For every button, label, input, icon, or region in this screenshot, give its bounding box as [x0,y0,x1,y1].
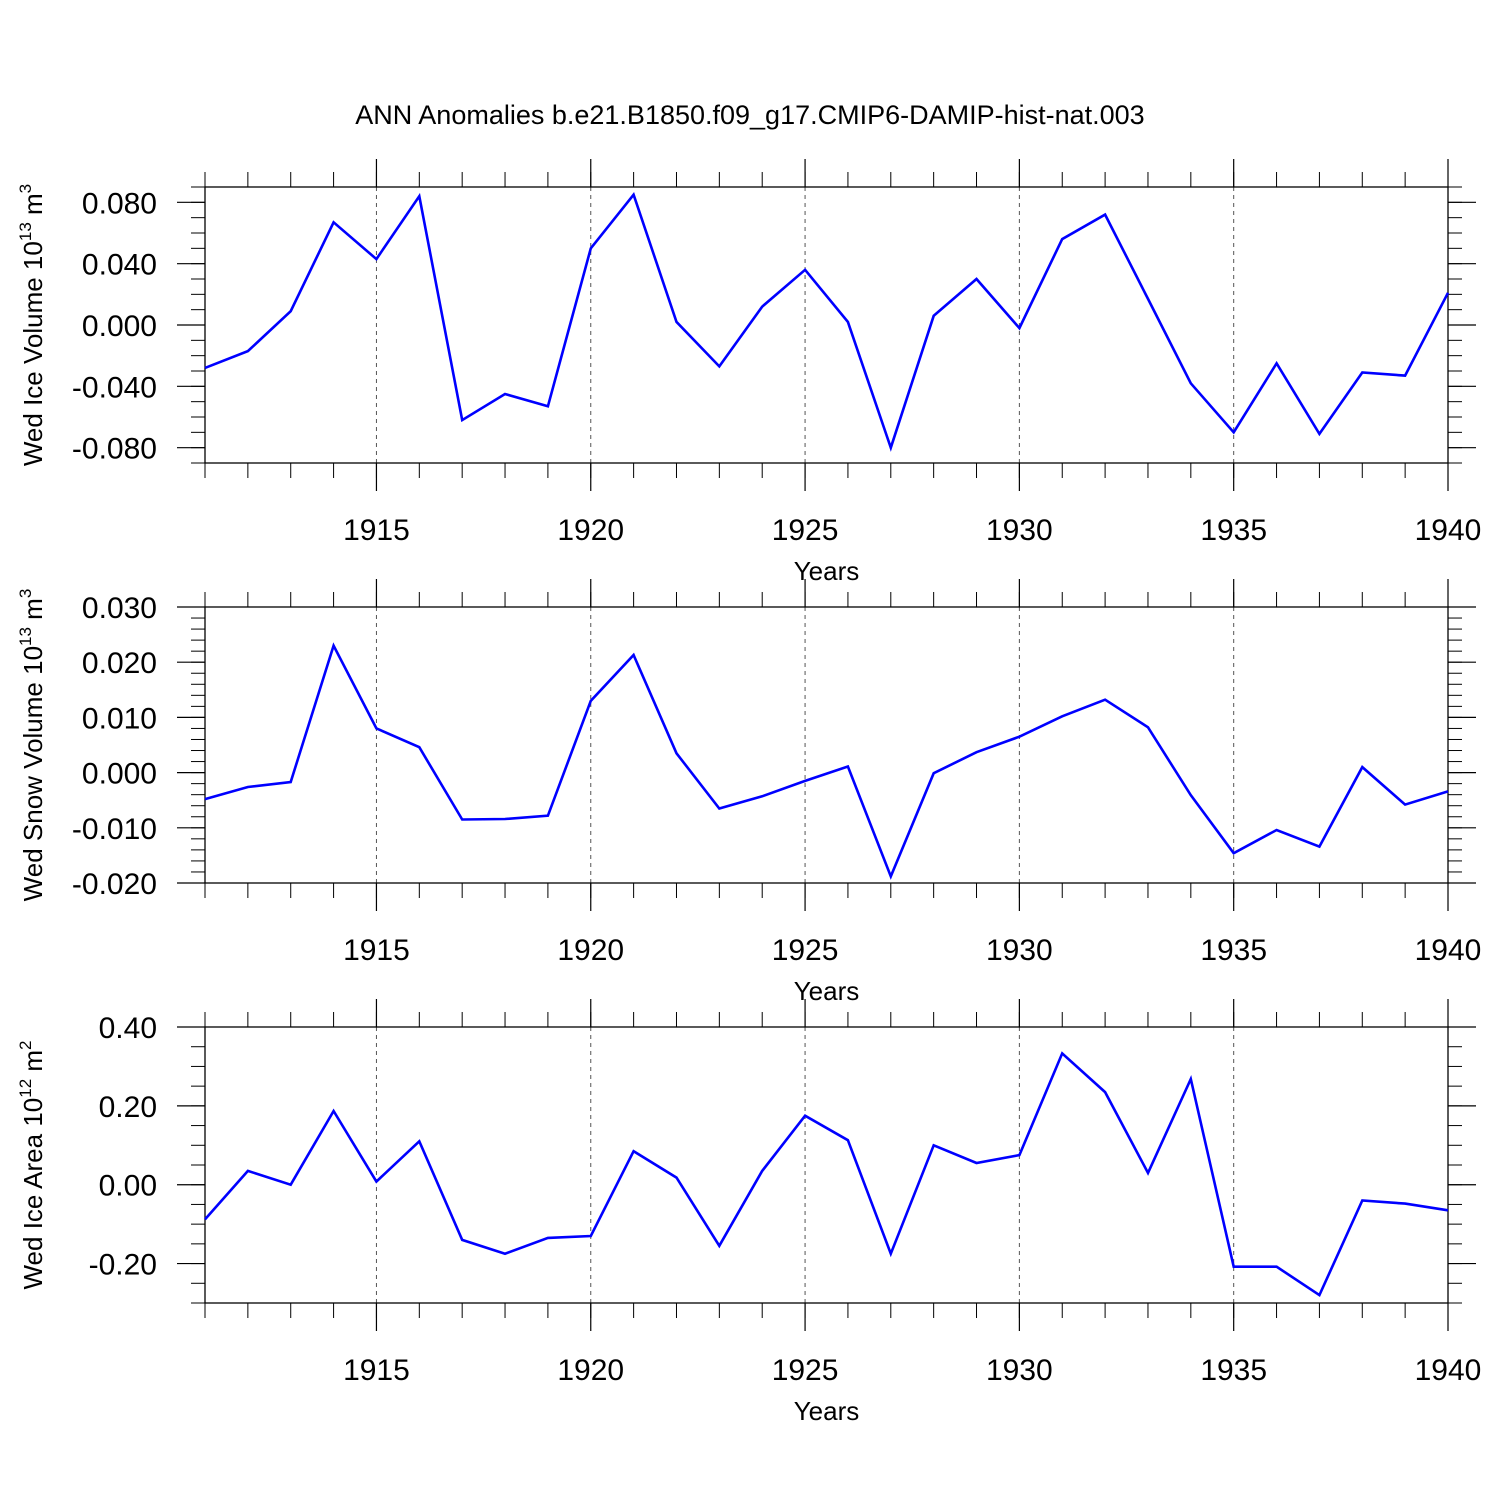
y-tick-label: -0.020 [72,868,157,901]
panel-2: -0.020 -0.010 0.000 0.010 0.020 0.030 1915 1920… [16,579,1481,1006]
y-tick-label: 0.00 [99,1170,157,1203]
y-tick-label: 0.000 [82,310,157,343]
data-line [204,642,1449,880]
x-tick-label: 1915 [343,514,410,547]
y-tick-label: 0.030 [82,592,157,625]
y-tick-label: -0.040 [72,371,157,404]
x-tick-label: 1940 [1415,934,1482,967]
data-line [204,192,1450,452]
x-tick-label: 1935 [1200,514,1267,547]
y-tick-label: 0.040 [82,249,157,282]
y-tick-label: 0.40 [99,1012,157,1045]
x-tick-label: 1940 [1415,514,1482,547]
panel-1: -0.080 -0.040 0.000 0.040 0.080 1915 1920 1925 1… [16,159,1481,586]
figure-title: ANN Anomalies b.e21.B1850.f09_g17.CMIP6-… [355,100,1144,130]
y-tick-label: -0.20 [89,1249,157,1282]
y-axis-label: Wed Snow Volume 1013 m3 [16,589,48,902]
x-tick-label: 1935 [1200,934,1267,967]
plot-frame [204,606,1449,884]
y-axis-label: Wed Ice Volume 1013 m3 [16,184,48,466]
y-tick-label: 0.20 [99,1091,157,1124]
y-tick-label: 0.020 [82,647,157,680]
y-tick-label: 0.080 [82,187,157,220]
x-axis-label: Years [794,1396,860,1426]
y-tick-label: -0.080 [72,433,157,466]
x-tick-label: 1920 [557,1354,624,1387]
x-tick-label: 1930 [986,514,1053,547]
y-tick-label: 0.010 [82,702,157,735]
x-tick-label: 1915 [343,934,410,967]
y-tick-label: -0.010 [72,813,157,846]
x-tick-label: 1930 [986,934,1053,967]
x-tick-label: 1925 [772,1354,839,1387]
x-tick-label: 1920 [557,514,624,547]
panel-3: -0.20 0.00 0.20 0.40 1915 1920 1925 1930 1935 194… [16,999,1481,1426]
data-line [204,1051,1449,1298]
panels: -0.080 -0.040 0.000 0.040 0.080 1915 1920 1925 1… [16,159,1481,1426]
x-axis-label: Years [794,556,860,586]
x-tick-label: 1915 [343,1354,410,1387]
x-tick-label: 1930 [986,1354,1053,1387]
x-tick-label: 1925 [772,934,839,967]
x-axis-label: Years [794,976,860,1006]
x-tick-label: 1925 [772,514,839,547]
x-tick-label: 1935 [1200,1354,1267,1387]
x-tick-label: 1920 [557,934,624,967]
x-tick-label: 1940 [1415,1354,1482,1387]
plot-frame [204,186,1449,464]
y-axis-label: Wed Ice Area 1012 m2 [16,1040,48,1289]
plot-frame [204,1026,1449,1304]
y-tick-label: 0.000 [82,758,157,791]
